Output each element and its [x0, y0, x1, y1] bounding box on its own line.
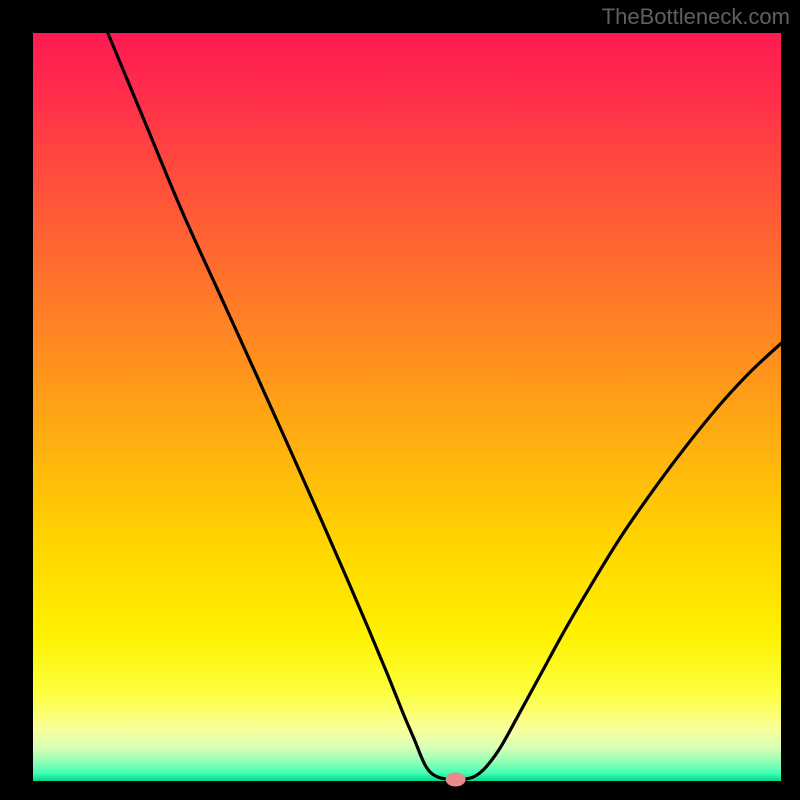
chart-container: TheBottleneck.com	[0, 0, 800, 800]
plot-background	[33, 33, 781, 781]
bottleneck-chart	[0, 0, 800, 800]
optimum-marker	[446, 773, 466, 787]
